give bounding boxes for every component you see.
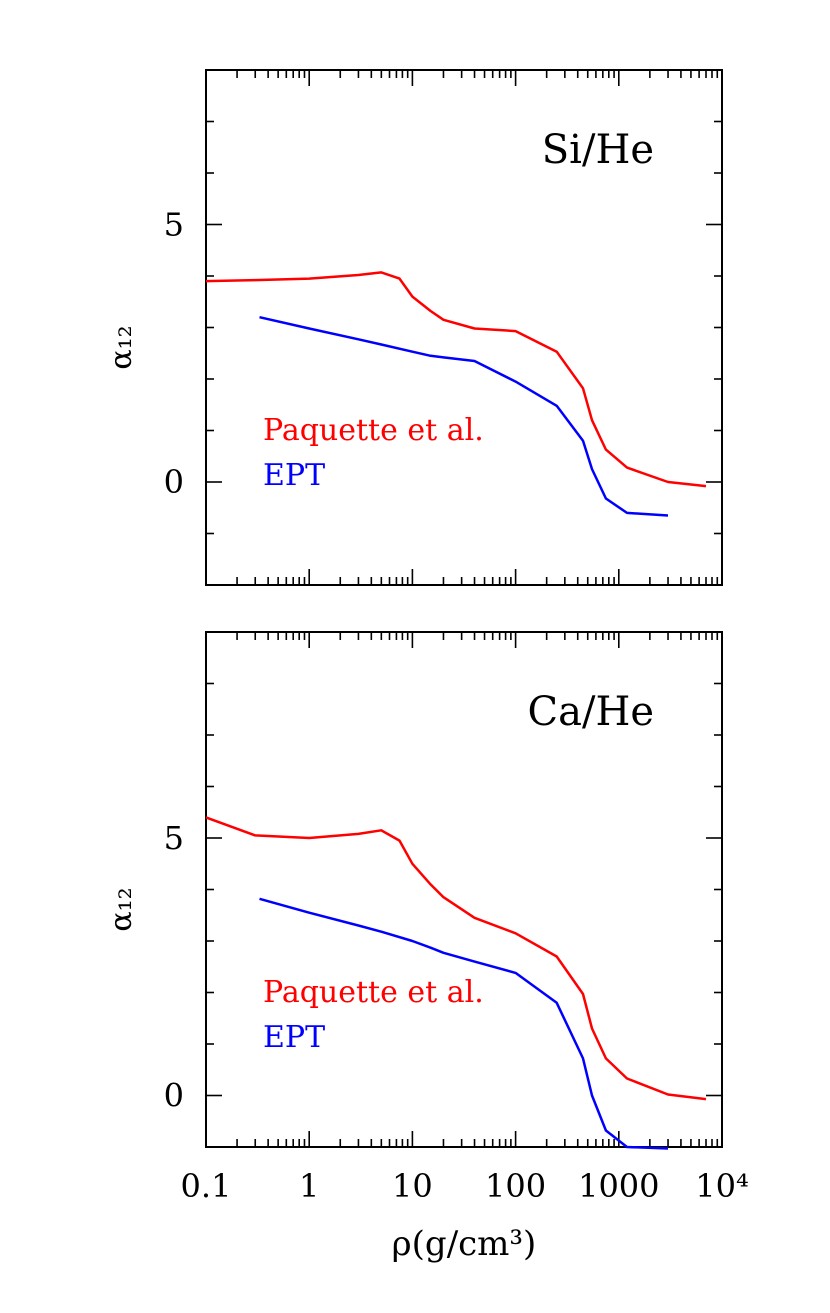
y-tick-label: 5 bbox=[164, 819, 184, 857]
series-line-paquette bbox=[205, 271, 707, 488]
y-tick-label: 0 bbox=[164, 463, 184, 501]
si-he-panel: 0 5 α₁₂ Si/He Paquette et al. EPT bbox=[104, 69, 723, 586]
ca-he-panel: 0 5 α₁₂ Ca/He Paquette et al. EPT 0.1 1 10 100 100… bbox=[104, 631, 749, 1264]
legend-entry: Paquette et al. bbox=[263, 413, 484, 448]
x-tick-label: 100 bbox=[485, 1167, 546, 1205]
x-tick-label: 1000 bbox=[578, 1167, 659, 1205]
legend-entry: EPT bbox=[263, 458, 325, 493]
legend-entry: Paquette et al. bbox=[263, 975, 484, 1010]
series-line-ept bbox=[259, 897, 669, 1150]
x-tick-label: 1 bbox=[299, 1167, 319, 1205]
panel-annotation: Ca/He bbox=[528, 689, 654, 735]
series-line-paquette bbox=[205, 816, 707, 1101]
panel-annotation: Si/He bbox=[542, 127, 654, 173]
x-tick-label: 10⁴ bbox=[695, 1167, 749, 1205]
y-axis-label: α₁₂ bbox=[104, 325, 139, 369]
y-tick-label: 0 bbox=[164, 1077, 184, 1115]
x-tick-label: 10 bbox=[392, 1167, 433, 1205]
legend-entry: EPT bbox=[263, 1020, 325, 1055]
y-axis-label: α₁₂ bbox=[104, 887, 139, 931]
series-line-ept bbox=[259, 315, 669, 517]
y-tick-label: 5 bbox=[164, 206, 184, 244]
x-axis-label: ρ(g/cm³) bbox=[392, 1224, 537, 1264]
x-tick-label: 0.1 bbox=[181, 1167, 232, 1205]
